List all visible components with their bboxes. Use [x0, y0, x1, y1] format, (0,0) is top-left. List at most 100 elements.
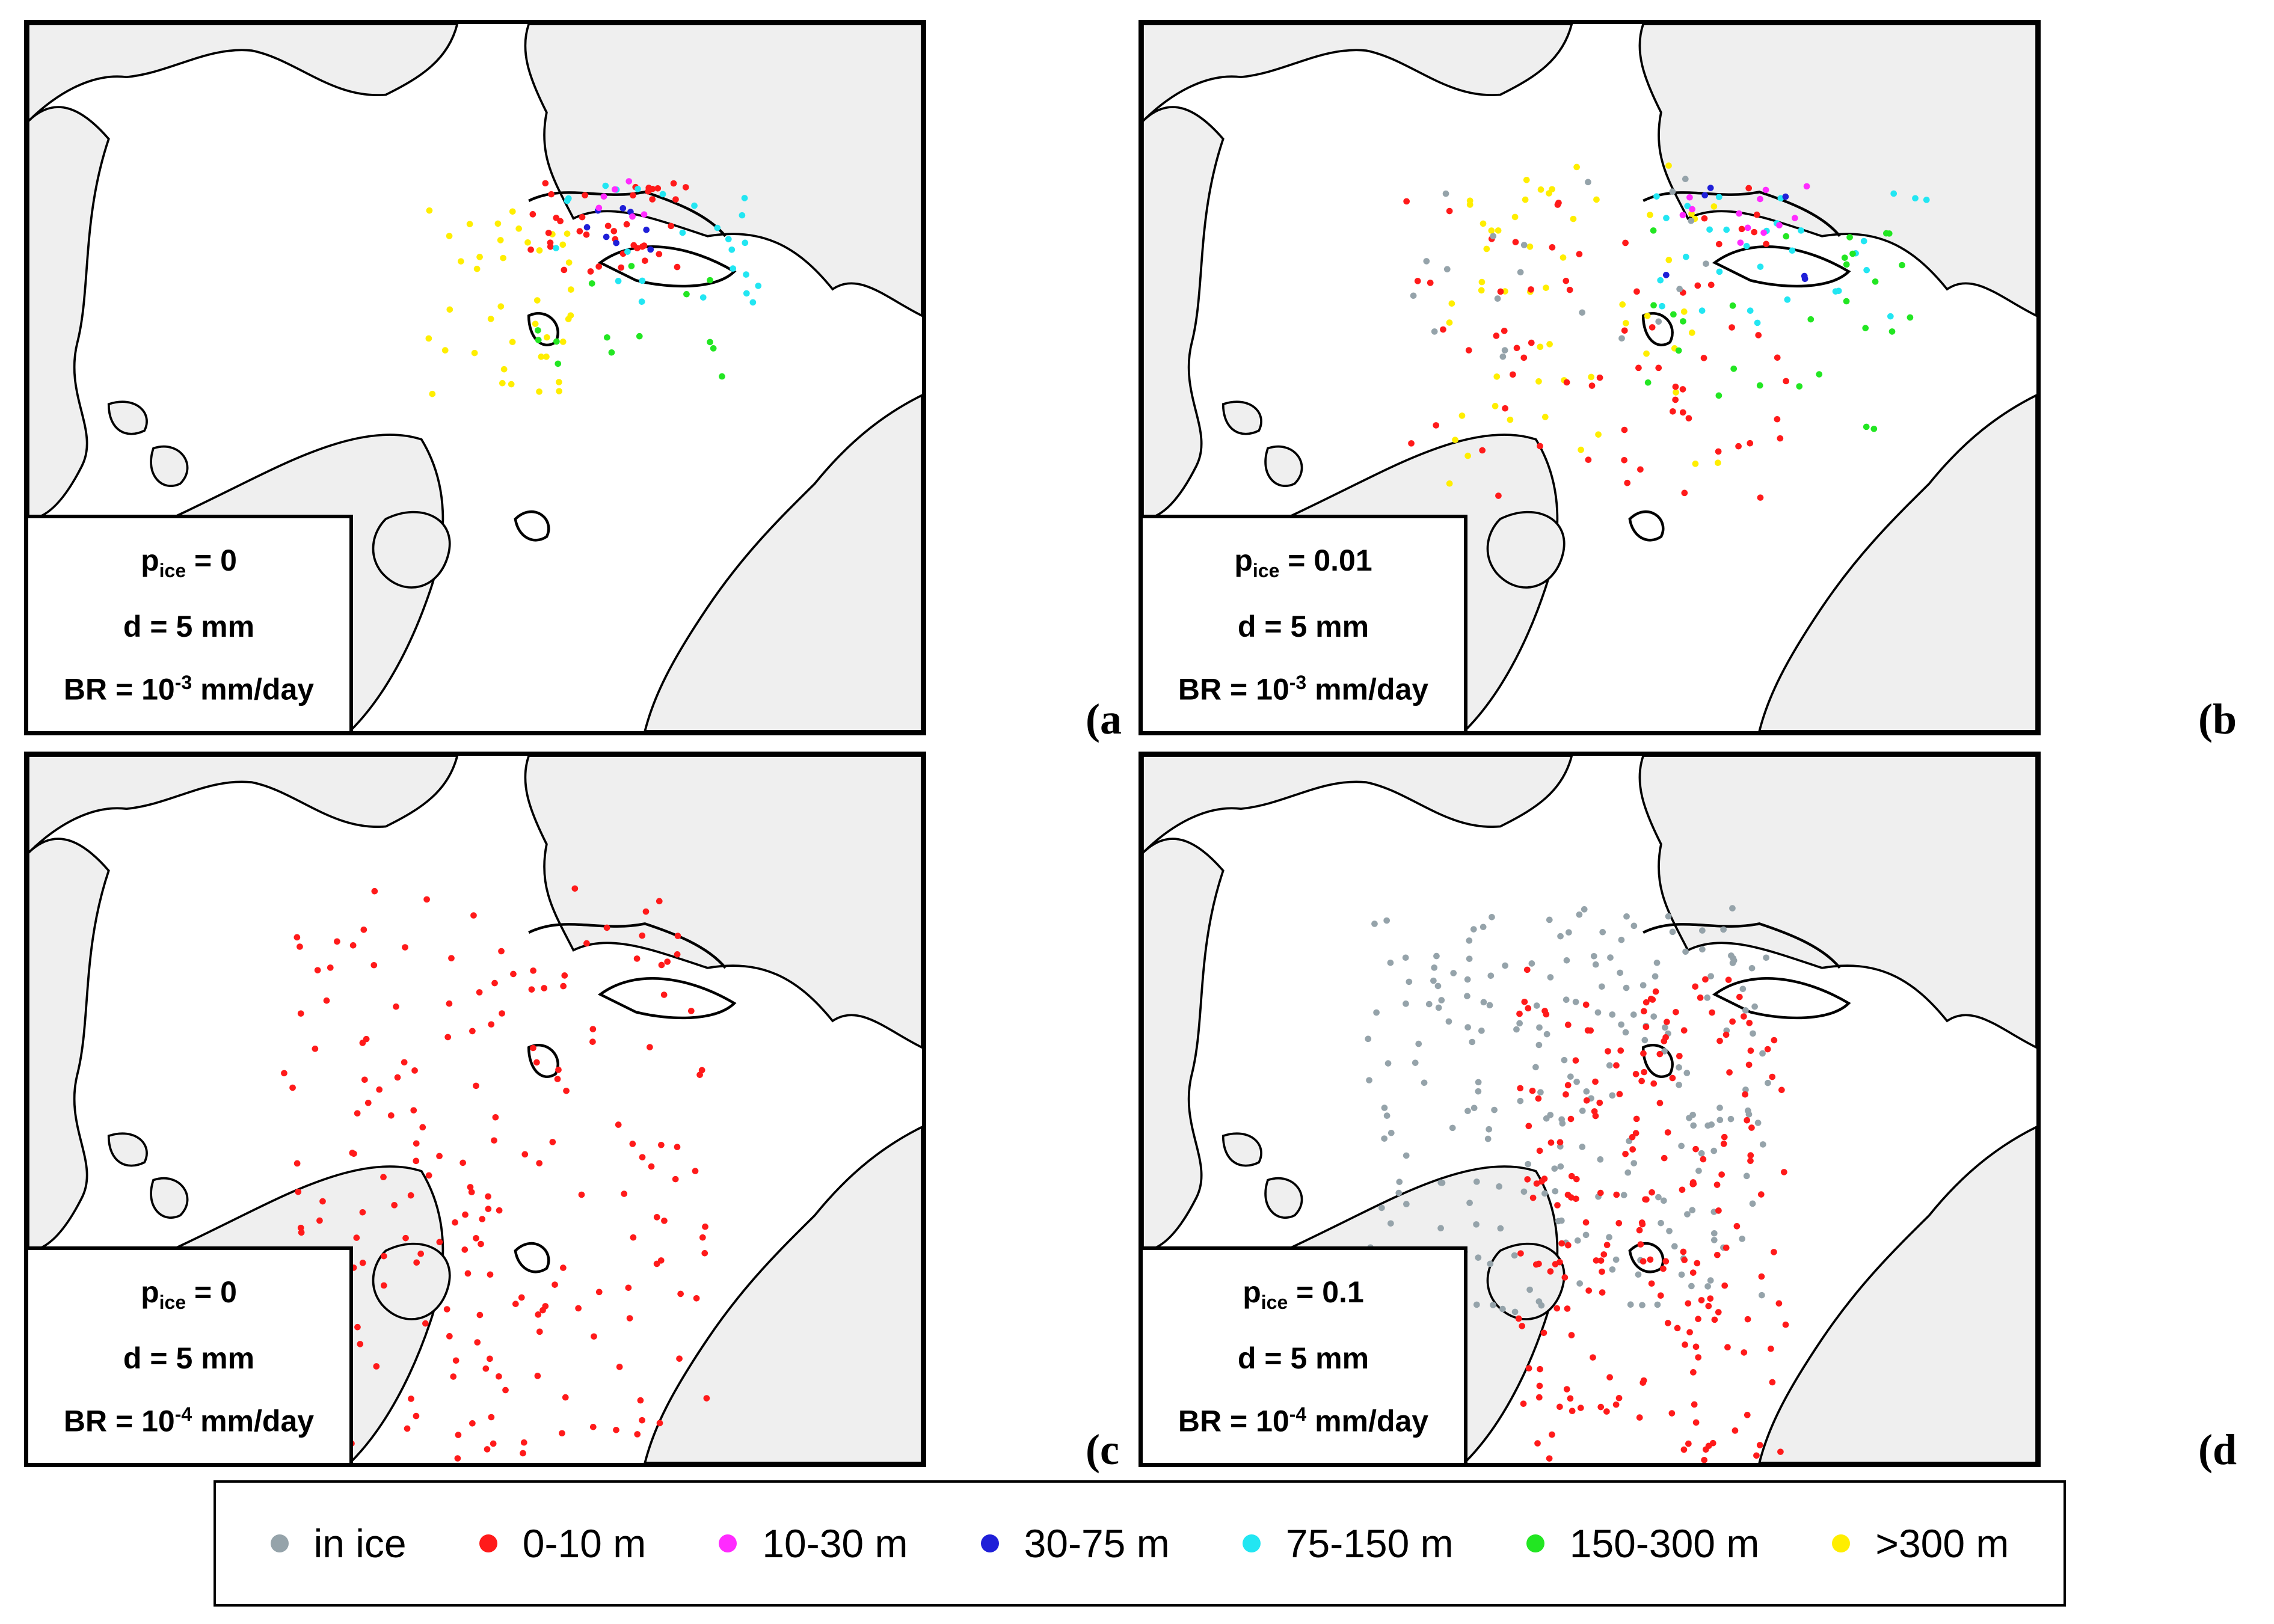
particle-c0-10-a: [529, 211, 536, 218]
particle-in-ice-d: [1618, 936, 1625, 943]
particle-c75-150-a: [749, 299, 757, 306]
particle-in-ice-d: [1466, 937, 1473, 944]
particle-c0-10-d: [1613, 1191, 1620, 1198]
particle-c0-10-c: [674, 933, 681, 939]
particle-in-ice-d: [1486, 1002, 1493, 1009]
particle-in-ice-d: [1599, 928, 1606, 936]
particle-in-ice-d: [1720, 926, 1727, 933]
particle-c0-10-d: [1564, 1022, 1572, 1028]
particle-c10-30-b: [1679, 212, 1686, 218]
particle-c0-10-d: [1747, 1157, 1754, 1164]
particle-c0-10-d: [1713, 1181, 1721, 1188]
particle-c0-10-c: [461, 1246, 469, 1253]
particle-in-ice-d: [1630, 1011, 1637, 1018]
particle-c0-10-d: [1725, 976, 1732, 983]
particle-c0-10-d: [1532, 1261, 1540, 1268]
particle-c0-10-d: [1769, 1379, 1776, 1386]
particle-c0-10-c: [701, 1250, 708, 1257]
particle-in-ice-b: [1579, 309, 1586, 316]
particle-c0-10-c: [549, 1139, 556, 1145]
particle-c0-10-c: [536, 1328, 543, 1335]
particle-c300-a: [487, 316, 494, 322]
particle-c0-10-a: [654, 185, 662, 192]
particle-c300-a: [466, 221, 473, 227]
particle-c0-10-b: [1757, 494, 1764, 501]
particle-c300-a: [509, 208, 516, 215]
particle-c300-b: [1543, 284, 1549, 291]
land-left-coast-a: [28, 106, 110, 521]
particle-c0-10-c: [552, 1281, 558, 1288]
particle-c0-10-d: [1583, 1097, 1590, 1104]
particle-c0-10-d: [1599, 1289, 1606, 1296]
particle-c0-10-d: [1648, 1280, 1655, 1287]
particle-in-ice-d: [1612, 1256, 1620, 1263]
particle-c75-150-b: [1912, 195, 1919, 202]
particle-c0-10-c: [591, 1333, 597, 1340]
particle-c10-30-b: [1737, 239, 1744, 246]
particle-c300-b: [1507, 416, 1514, 423]
particle-c0-10-c: [298, 1229, 305, 1236]
particle-c0-10-d: [1698, 1297, 1705, 1304]
particle-in-ice-d: [1742, 1086, 1749, 1093]
particle-c150-300-a: [608, 349, 615, 356]
particle-c0-10-b: [1446, 207, 1453, 215]
particle-c0-10-d: [1692, 1419, 1700, 1426]
particle-c0-10-b: [1520, 354, 1528, 361]
particle-in-ice-d: [1579, 1108, 1586, 1114]
particle-c300-b: [1570, 215, 1577, 222]
particle-in-ice-d: [1497, 1225, 1504, 1232]
particle-in-ice-d: [1490, 1302, 1496, 1308]
particle-in-ice-d: [1445, 1018, 1452, 1025]
particle-c0-10-d: [1769, 1073, 1776, 1080]
particle-c0-10-d: [1632, 1071, 1639, 1077]
particle-c0-10-c: [562, 1394, 569, 1401]
particle-in-ice-b: [1517, 269, 1524, 276]
particle-c0-10-b: [1440, 326, 1446, 333]
island-svalbard-a: [372, 510, 451, 589]
particle-c0-10-b: [1715, 241, 1722, 248]
particle-in-ice-d: [1573, 1078, 1580, 1085]
particle-c10-30-b: [1757, 195, 1763, 203]
particle-c0-10-d: [1517, 1250, 1524, 1257]
particle-c0-10-c: [478, 1240, 484, 1248]
particle-c0-10-d: [1554, 1202, 1561, 1209]
particle-c300-b: [1452, 437, 1458, 443]
particle-c0-10-d: [1617, 1047, 1624, 1054]
particle-c300-a: [500, 366, 508, 373]
particle-c0-10-d: [1639, 1258, 1647, 1265]
particle-c300-b: [1446, 319, 1453, 326]
particle-c150-300-a: [553, 338, 560, 345]
particle-c0-10-b: [1585, 456, 1592, 464]
particle-c0-10-c: [357, 1341, 364, 1347]
particle-c0-10-c: [360, 927, 367, 933]
particle-c0-10-a: [623, 221, 630, 228]
particle-c0-10-c: [555, 1066, 562, 1073]
particle-c0-10-c: [387, 1112, 395, 1119]
particle-c0-10-d: [1700, 1156, 1707, 1163]
particle-c0-10-d: [1573, 1195, 1579, 1203]
particle-c0-10-d: [1640, 1008, 1647, 1015]
particle-c0-10-c: [363, 1035, 370, 1043]
particle-c150-300-b: [1872, 278, 1879, 285]
particle-in-ice-d: [1366, 1077, 1372, 1083]
particle-in-ice-d: [1433, 952, 1440, 960]
particle-c0-10-b: [1596, 374, 1603, 381]
particle-in-ice-b: [1443, 266, 1451, 273]
particle-in-ice-d: [1475, 1254, 1482, 1261]
particle-c0-10-d: [1686, 1329, 1693, 1336]
particle-in-ice-d: [1698, 1150, 1705, 1157]
particle-c0-10-d: [1584, 1027, 1591, 1034]
particle-c0-10-d: [1756, 1442, 1763, 1448]
particle-c0-10-d: [1747, 1047, 1754, 1054]
particle-in-ice-d: [1464, 993, 1470, 999]
legend-swatch-30-75: [980, 1534, 999, 1552]
particle-c0-10-c: [289, 1084, 296, 1091]
particle-c0-10-d: [1669, 1074, 1676, 1082]
particle-c0-10-d: [1567, 1395, 1574, 1402]
particle-c75-150-a: [699, 294, 707, 301]
particle-c75-150-b: [1860, 237, 1867, 245]
particle-c0-10-c: [402, 1234, 409, 1242]
particle-in-ice-d: [1475, 1079, 1482, 1086]
particle-c0-10-d: [1745, 1061, 1753, 1068]
particle-c0-10-d: [1753, 1452, 1760, 1459]
